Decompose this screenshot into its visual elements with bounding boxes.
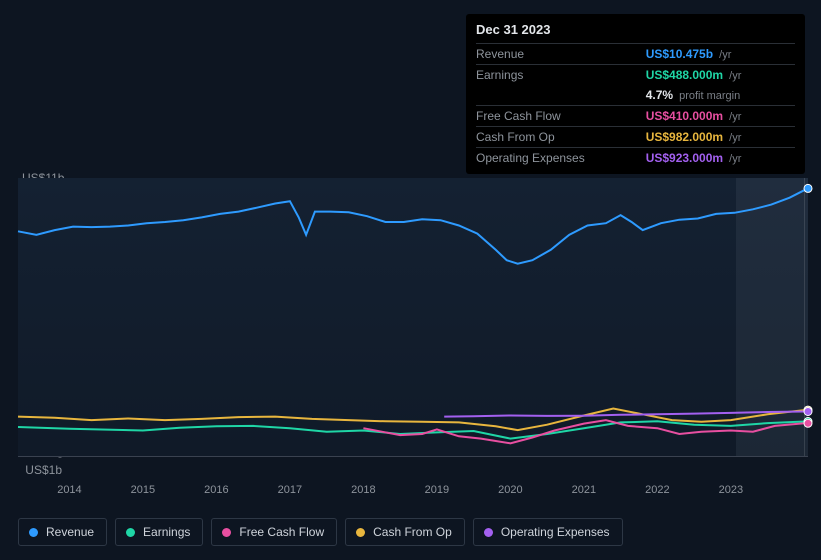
- legend-item-opex[interactable]: Operating Expenses: [473, 518, 623, 546]
- legend-label: Cash From Op: [373, 525, 452, 539]
- x-axis-label: 2020: [498, 484, 522, 496]
- series-cash_from_op: [18, 409, 808, 431]
- tooltip-row-value: US$488.000m /yr: [646, 65, 795, 86]
- x-axis-labels: 2014 2015 2016 2017 2018 2019 2020 2021 2022 2023: [18, 484, 808, 500]
- series-fcf: [363, 420, 808, 443]
- legend-swatch: [484, 528, 493, 537]
- tooltip-row: RevenueUS$10.475b /yr: [476, 44, 795, 65]
- x-axis-label: 2015: [131, 484, 155, 496]
- legend-swatch: [126, 528, 135, 537]
- tooltip-table: RevenueUS$10.475b /yrEarningsUS$488.000m…: [476, 43, 795, 168]
- tooltip-row-value: US$923.000m /yr: [646, 148, 795, 169]
- tooltip-row: Free Cash FlowUS$410.000m /yr: [476, 106, 795, 127]
- legend-swatch: [29, 528, 38, 537]
- legend-item-revenue[interactable]: Revenue: [18, 518, 107, 546]
- legend: Revenue Earnings Free Cash Flow Cash From O…: [18, 518, 623, 546]
- legend-swatch: [356, 528, 365, 537]
- tooltip-row-label: Free Cash Flow: [476, 106, 646, 127]
- x-axis-label: 2022: [645, 484, 669, 496]
- x-axis-label: 2019: [425, 484, 449, 496]
- tooltip-row-value: US$982.000m /yr: [646, 127, 795, 148]
- x-axis-label: 2021: [572, 484, 596, 496]
- tooltip-row: Operating ExpensesUS$923.000m /yr: [476, 148, 795, 169]
- x-axis-label: 2014: [57, 484, 81, 496]
- chart-svg: [18, 178, 808, 458]
- series-revenue: [18, 188, 808, 263]
- legend-label: Earnings: [143, 525, 190, 539]
- tooltip-row-label: Cash From Op: [476, 127, 646, 148]
- series-endpoint-revenue: [804, 184, 812, 192]
- tooltip-row-value: US$10.475b /yr: [646, 44, 795, 65]
- legend-swatch: [222, 528, 231, 537]
- series-endpoint-opex: [804, 408, 812, 416]
- x-axis-label: 2016: [204, 484, 228, 496]
- tooltip-panel: Dec 31 2023 RevenueUS$10.475b /yrEarning…: [466, 14, 805, 174]
- legend-item-fcf[interactable]: Free Cash Flow: [211, 518, 337, 546]
- tooltip-row-extra: 4.7% profit margin: [476, 85, 795, 106]
- legend-label: Free Cash Flow: [239, 525, 324, 539]
- tooltip-row-label: Operating Expenses: [476, 148, 646, 169]
- tooltip-row-value: US$410.000m /yr: [646, 106, 795, 127]
- tooltip-date: Dec 31 2023: [476, 22, 795, 43]
- legend-label: Operating Expenses: [501, 525, 610, 539]
- legend-item-cash_from_op[interactable]: Cash From Op: [345, 518, 465, 546]
- tooltip-row: Cash From OpUS$982.000m /yr: [476, 127, 795, 148]
- x-axis-label: 2018: [351, 484, 375, 496]
- tooltip-row: EarningsUS$488.000m /yr: [476, 65, 795, 86]
- legend-item-earnings[interactable]: Earnings: [115, 518, 203, 546]
- series-endpoint-fcf: [804, 419, 812, 427]
- tooltip-row-label: Revenue: [476, 44, 646, 65]
- x-axis-label: 2017: [278, 484, 302, 496]
- x-axis-label: 2023: [719, 484, 743, 496]
- tooltip-row-label: Earnings: [476, 65, 646, 86]
- legend-label: Revenue: [46, 525, 94, 539]
- series-earnings: [18, 421, 808, 438]
